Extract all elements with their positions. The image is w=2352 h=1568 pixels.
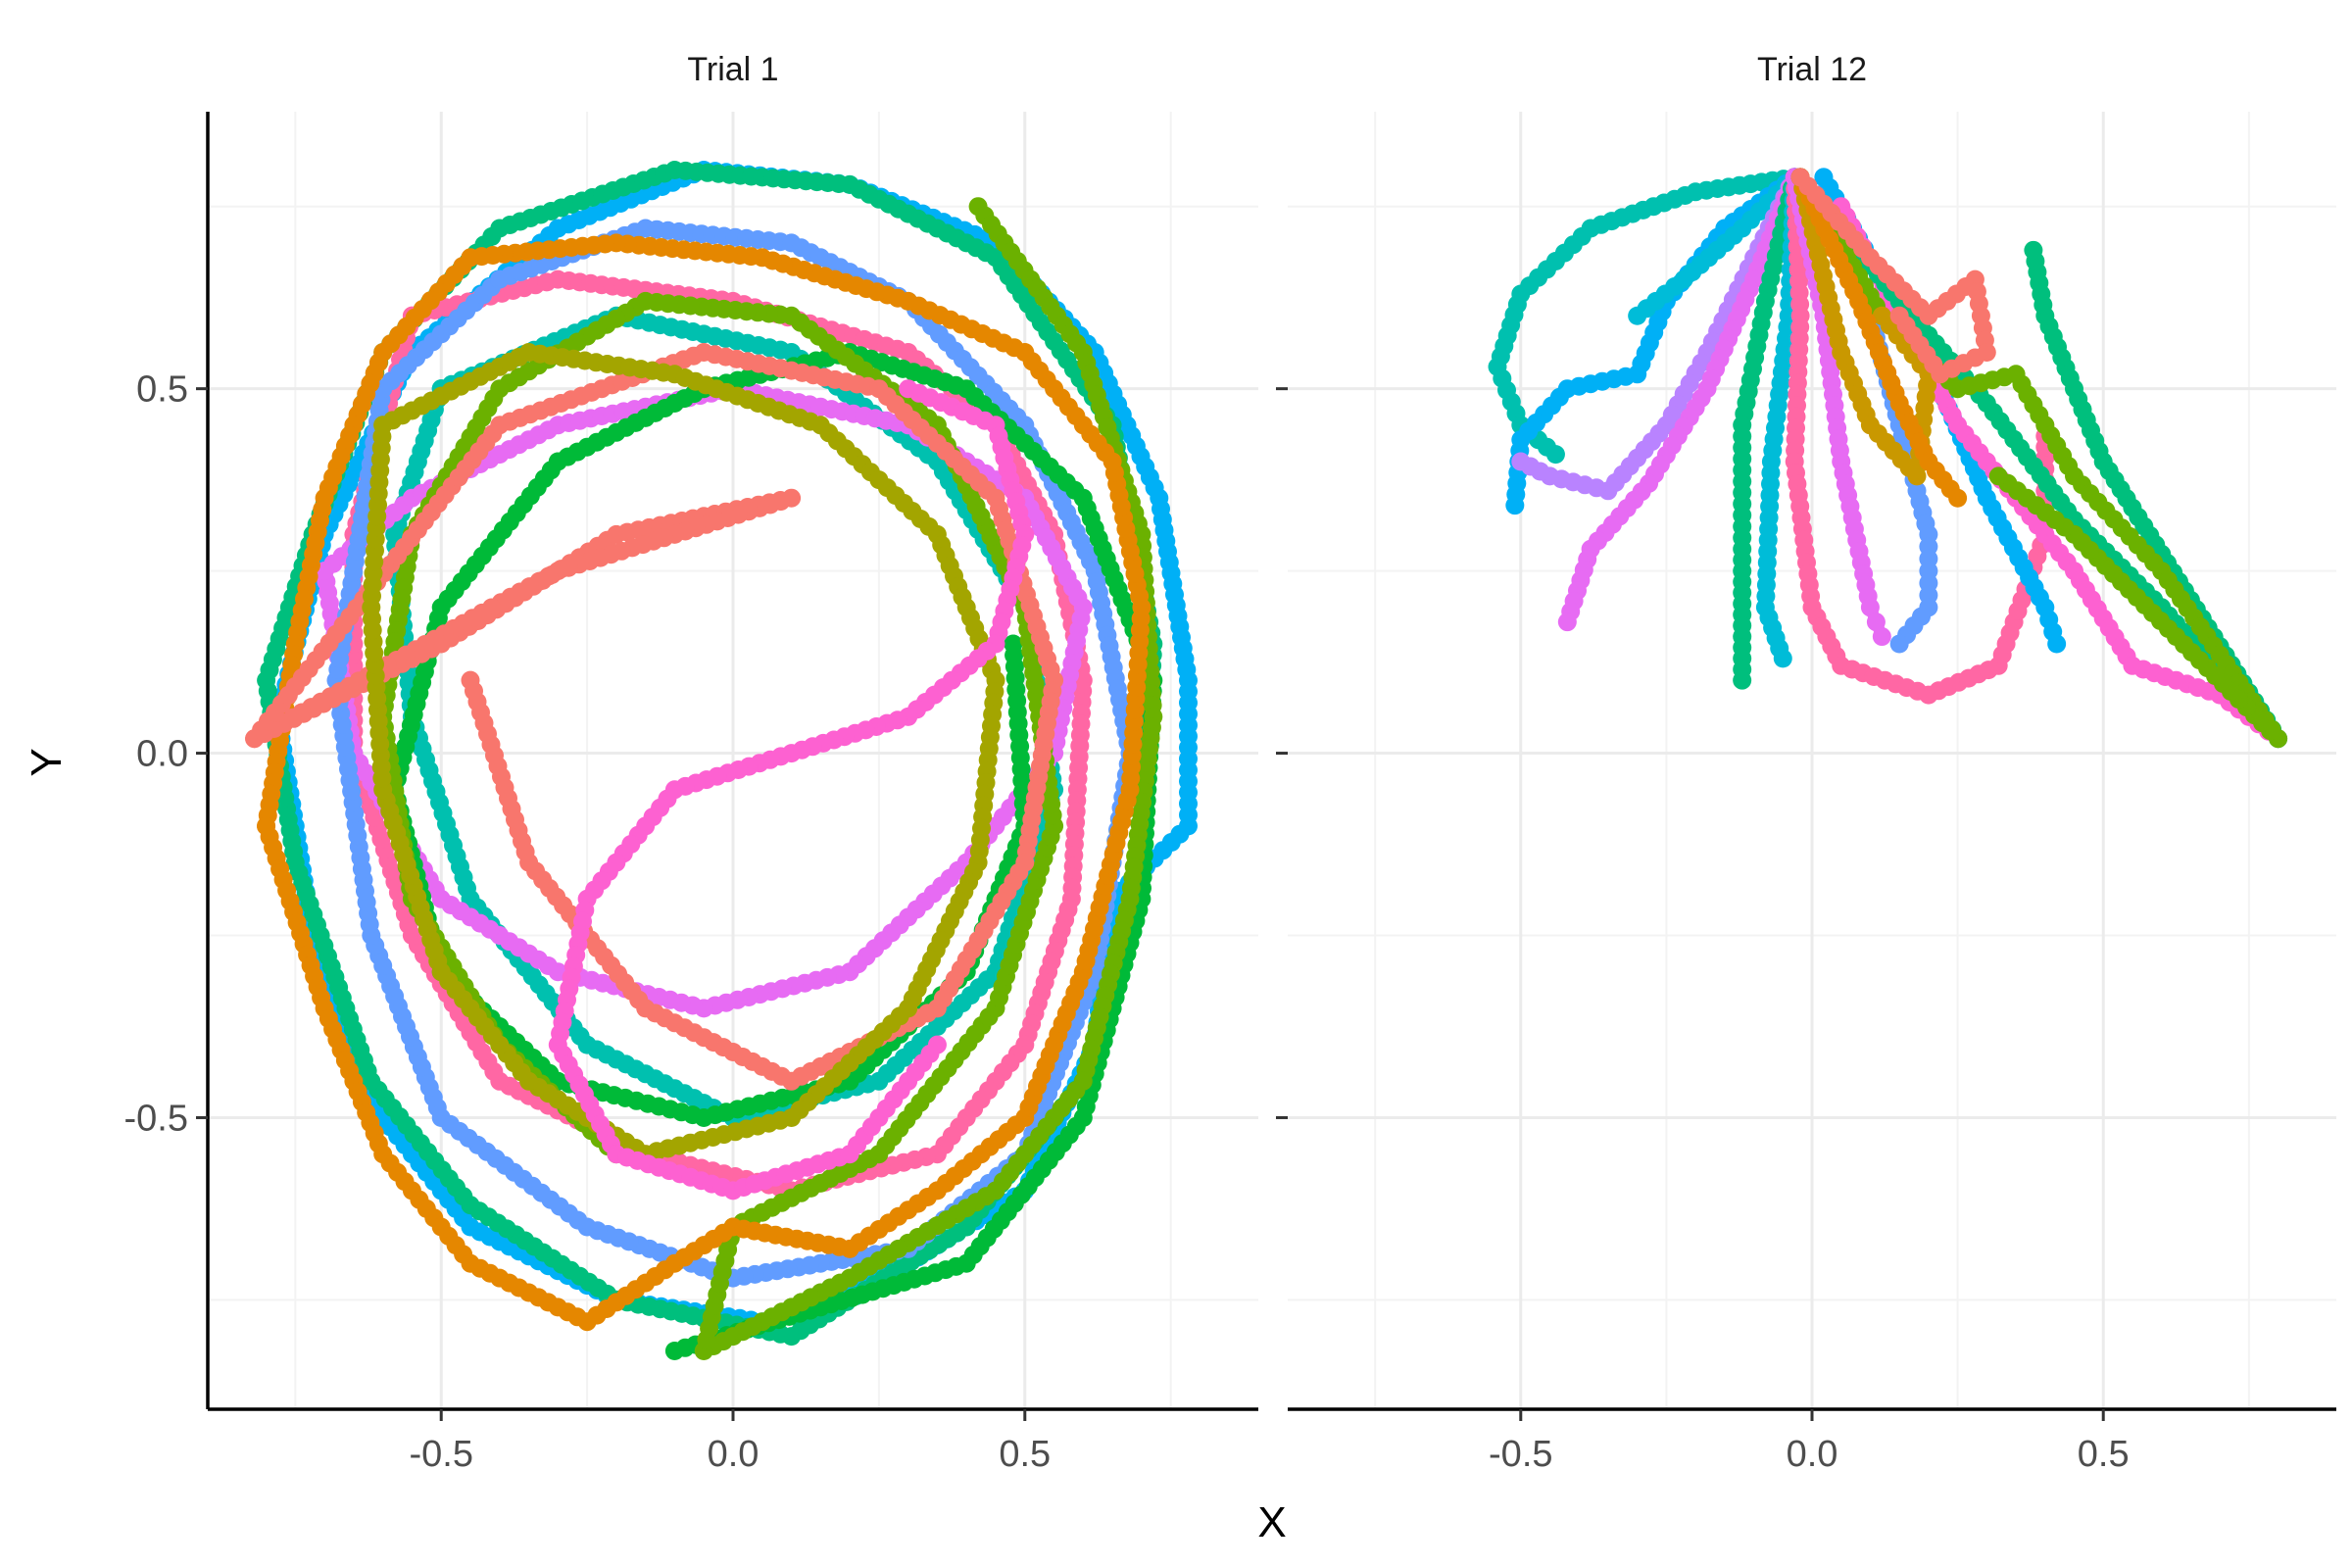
data-point <box>2024 240 2043 260</box>
data-point <box>1511 452 1531 471</box>
data-point <box>1872 306 1891 325</box>
data-point <box>2047 634 2067 654</box>
data-point <box>1988 466 2008 486</box>
panel-trial-1: Trial 1 -0.5 0.0 0.5 -0.5 0.0 0.5 <box>124 51 1258 1475</box>
x-tick-label: 0.0 <box>708 1434 760 1475</box>
y-tick-label: 0.0 <box>136 734 188 775</box>
panel-trial-12: Trial 12 -0.5 0.0 0.5 <box>1276 51 2336 1475</box>
series-4 <box>315 379 1093 1018</box>
x-axis-title: X <box>1257 1498 1286 1546</box>
data-point <box>1872 627 1891 647</box>
panel-title: Trial 12 <box>1757 51 1867 88</box>
data-point <box>373 416 393 435</box>
data-point <box>461 670 480 690</box>
data-point <box>1505 496 1525 515</box>
y-tick-label: -0.5 <box>124 1098 188 1139</box>
data-point <box>1557 612 1577 632</box>
series-0 <box>1488 168 1804 465</box>
data-point <box>257 816 276 836</box>
x-tick-label: -0.5 <box>409 1434 472 1475</box>
series-8 <box>257 233 1152 1332</box>
data-point <box>1860 598 1880 617</box>
data-point <box>1545 445 1565 465</box>
data-point <box>1948 488 1968 508</box>
data-point <box>927 1035 947 1054</box>
series-5 <box>1733 168 1804 690</box>
data-point <box>1773 649 1792 668</box>
panel-title: Trial 1 <box>687 51 778 88</box>
x-tick-label: 0.0 <box>1787 1434 1838 1475</box>
series-11 <box>548 379 1035 1200</box>
series-16 <box>1790 168 1996 384</box>
data-point <box>1004 634 1023 654</box>
y-axis-title: Y <box>23 748 71 776</box>
data-point <box>1628 306 1647 325</box>
data-point <box>1889 634 1909 654</box>
data-point <box>1866 612 1886 632</box>
x-tick-label: -0.5 <box>1489 1434 1552 1475</box>
x-tick-label: 0.5 <box>999 1434 1051 1475</box>
x-tick-label: 0.5 <box>2078 1434 2130 1475</box>
data-point <box>1889 306 1909 325</box>
data-point <box>1733 670 1752 690</box>
y-tick-label: 0.5 <box>136 369 188 411</box>
